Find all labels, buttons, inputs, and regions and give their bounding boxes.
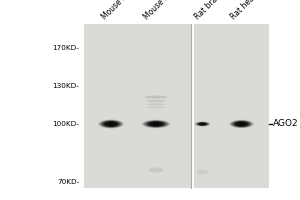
Text: Mouse heart: Mouse heart	[100, 0, 140, 21]
Ellipse shape	[235, 122, 248, 126]
Ellipse shape	[198, 123, 207, 125]
Ellipse shape	[101, 121, 121, 127]
Ellipse shape	[149, 121, 163, 127]
Ellipse shape	[149, 122, 163, 126]
Text: Mouse brain: Mouse brain	[142, 0, 182, 21]
Text: Rat brain: Rat brain	[193, 0, 225, 21]
Ellipse shape	[108, 123, 114, 125]
Ellipse shape	[145, 121, 167, 127]
Ellipse shape	[147, 121, 165, 127]
Ellipse shape	[146, 103, 166, 105]
Ellipse shape	[200, 123, 206, 125]
Ellipse shape	[196, 122, 209, 126]
Ellipse shape	[233, 121, 250, 127]
Ellipse shape	[149, 122, 163, 126]
Ellipse shape	[239, 123, 244, 125]
Ellipse shape	[106, 122, 116, 126]
Ellipse shape	[196, 122, 209, 126]
Ellipse shape	[198, 123, 207, 125]
Ellipse shape	[200, 123, 205, 125]
Ellipse shape	[147, 121, 165, 127]
Ellipse shape	[197, 122, 208, 126]
Ellipse shape	[238, 123, 245, 125]
Text: AGO2: AGO2	[273, 119, 298, 129]
Ellipse shape	[153, 123, 159, 125]
Ellipse shape	[146, 121, 166, 127]
Ellipse shape	[199, 122, 207, 126]
Ellipse shape	[99, 120, 123, 128]
Ellipse shape	[142, 120, 170, 128]
Ellipse shape	[108, 123, 114, 125]
Bar	[194, 24, 268, 188]
Text: 70KD-: 70KD-	[57, 179, 80, 185]
Ellipse shape	[199, 123, 206, 125]
Ellipse shape	[154, 123, 158, 125]
Ellipse shape	[230, 120, 253, 128]
Ellipse shape	[103, 121, 119, 127]
Ellipse shape	[148, 168, 164, 172]
Ellipse shape	[235, 122, 248, 126]
Ellipse shape	[104, 122, 118, 126]
Text: 170KD-: 170KD-	[52, 45, 80, 51]
Ellipse shape	[196, 122, 209, 126]
Ellipse shape	[195, 122, 210, 126]
Ellipse shape	[145, 100, 167, 102]
Ellipse shape	[142, 120, 170, 128]
Ellipse shape	[152, 123, 160, 125]
Ellipse shape	[236, 121, 247, 127]
Ellipse shape	[239, 123, 244, 125]
Ellipse shape	[236, 122, 247, 126]
Bar	[84, 24, 190, 188]
Ellipse shape	[150, 122, 162, 126]
Ellipse shape	[99, 120, 123, 128]
Ellipse shape	[109, 123, 113, 125]
Ellipse shape	[145, 121, 167, 127]
Ellipse shape	[234, 121, 249, 127]
Ellipse shape	[148, 122, 164, 126]
Ellipse shape	[146, 107, 166, 109]
Ellipse shape	[100, 120, 122, 128]
Ellipse shape	[100, 120, 122, 128]
Ellipse shape	[104, 121, 118, 127]
Text: Rat heart: Rat heart	[229, 0, 261, 21]
Ellipse shape	[98, 119, 124, 129]
Ellipse shape	[103, 121, 119, 127]
Ellipse shape	[238, 123, 245, 125]
Ellipse shape	[107, 123, 115, 125]
Ellipse shape	[195, 122, 210, 126]
Ellipse shape	[143, 120, 169, 128]
Ellipse shape	[237, 122, 246, 126]
Ellipse shape	[105, 122, 117, 126]
Ellipse shape	[201, 123, 204, 125]
Ellipse shape	[199, 123, 206, 125]
Ellipse shape	[144, 120, 168, 128]
Ellipse shape	[231, 120, 252, 128]
Ellipse shape	[108, 123, 114, 125]
Ellipse shape	[102, 121, 120, 127]
Ellipse shape	[230, 120, 253, 128]
Ellipse shape	[197, 122, 208, 126]
Ellipse shape	[151, 122, 161, 126]
Text: 100KD-: 100KD-	[52, 121, 80, 127]
Ellipse shape	[152, 123, 160, 125]
Ellipse shape	[106, 122, 116, 126]
Ellipse shape	[236, 122, 247, 126]
Ellipse shape	[232, 121, 251, 127]
Ellipse shape	[145, 96, 167, 98]
Ellipse shape	[197, 122, 208, 126]
Ellipse shape	[229, 120, 254, 128]
Ellipse shape	[233, 121, 250, 127]
Ellipse shape	[200, 123, 205, 125]
Ellipse shape	[201, 123, 204, 125]
Ellipse shape	[105, 121, 117, 127]
Ellipse shape	[153, 123, 159, 125]
Ellipse shape	[239, 123, 244, 125]
Ellipse shape	[232, 121, 251, 127]
Text: 130KD-: 130KD-	[52, 83, 80, 89]
Ellipse shape	[196, 170, 208, 174]
